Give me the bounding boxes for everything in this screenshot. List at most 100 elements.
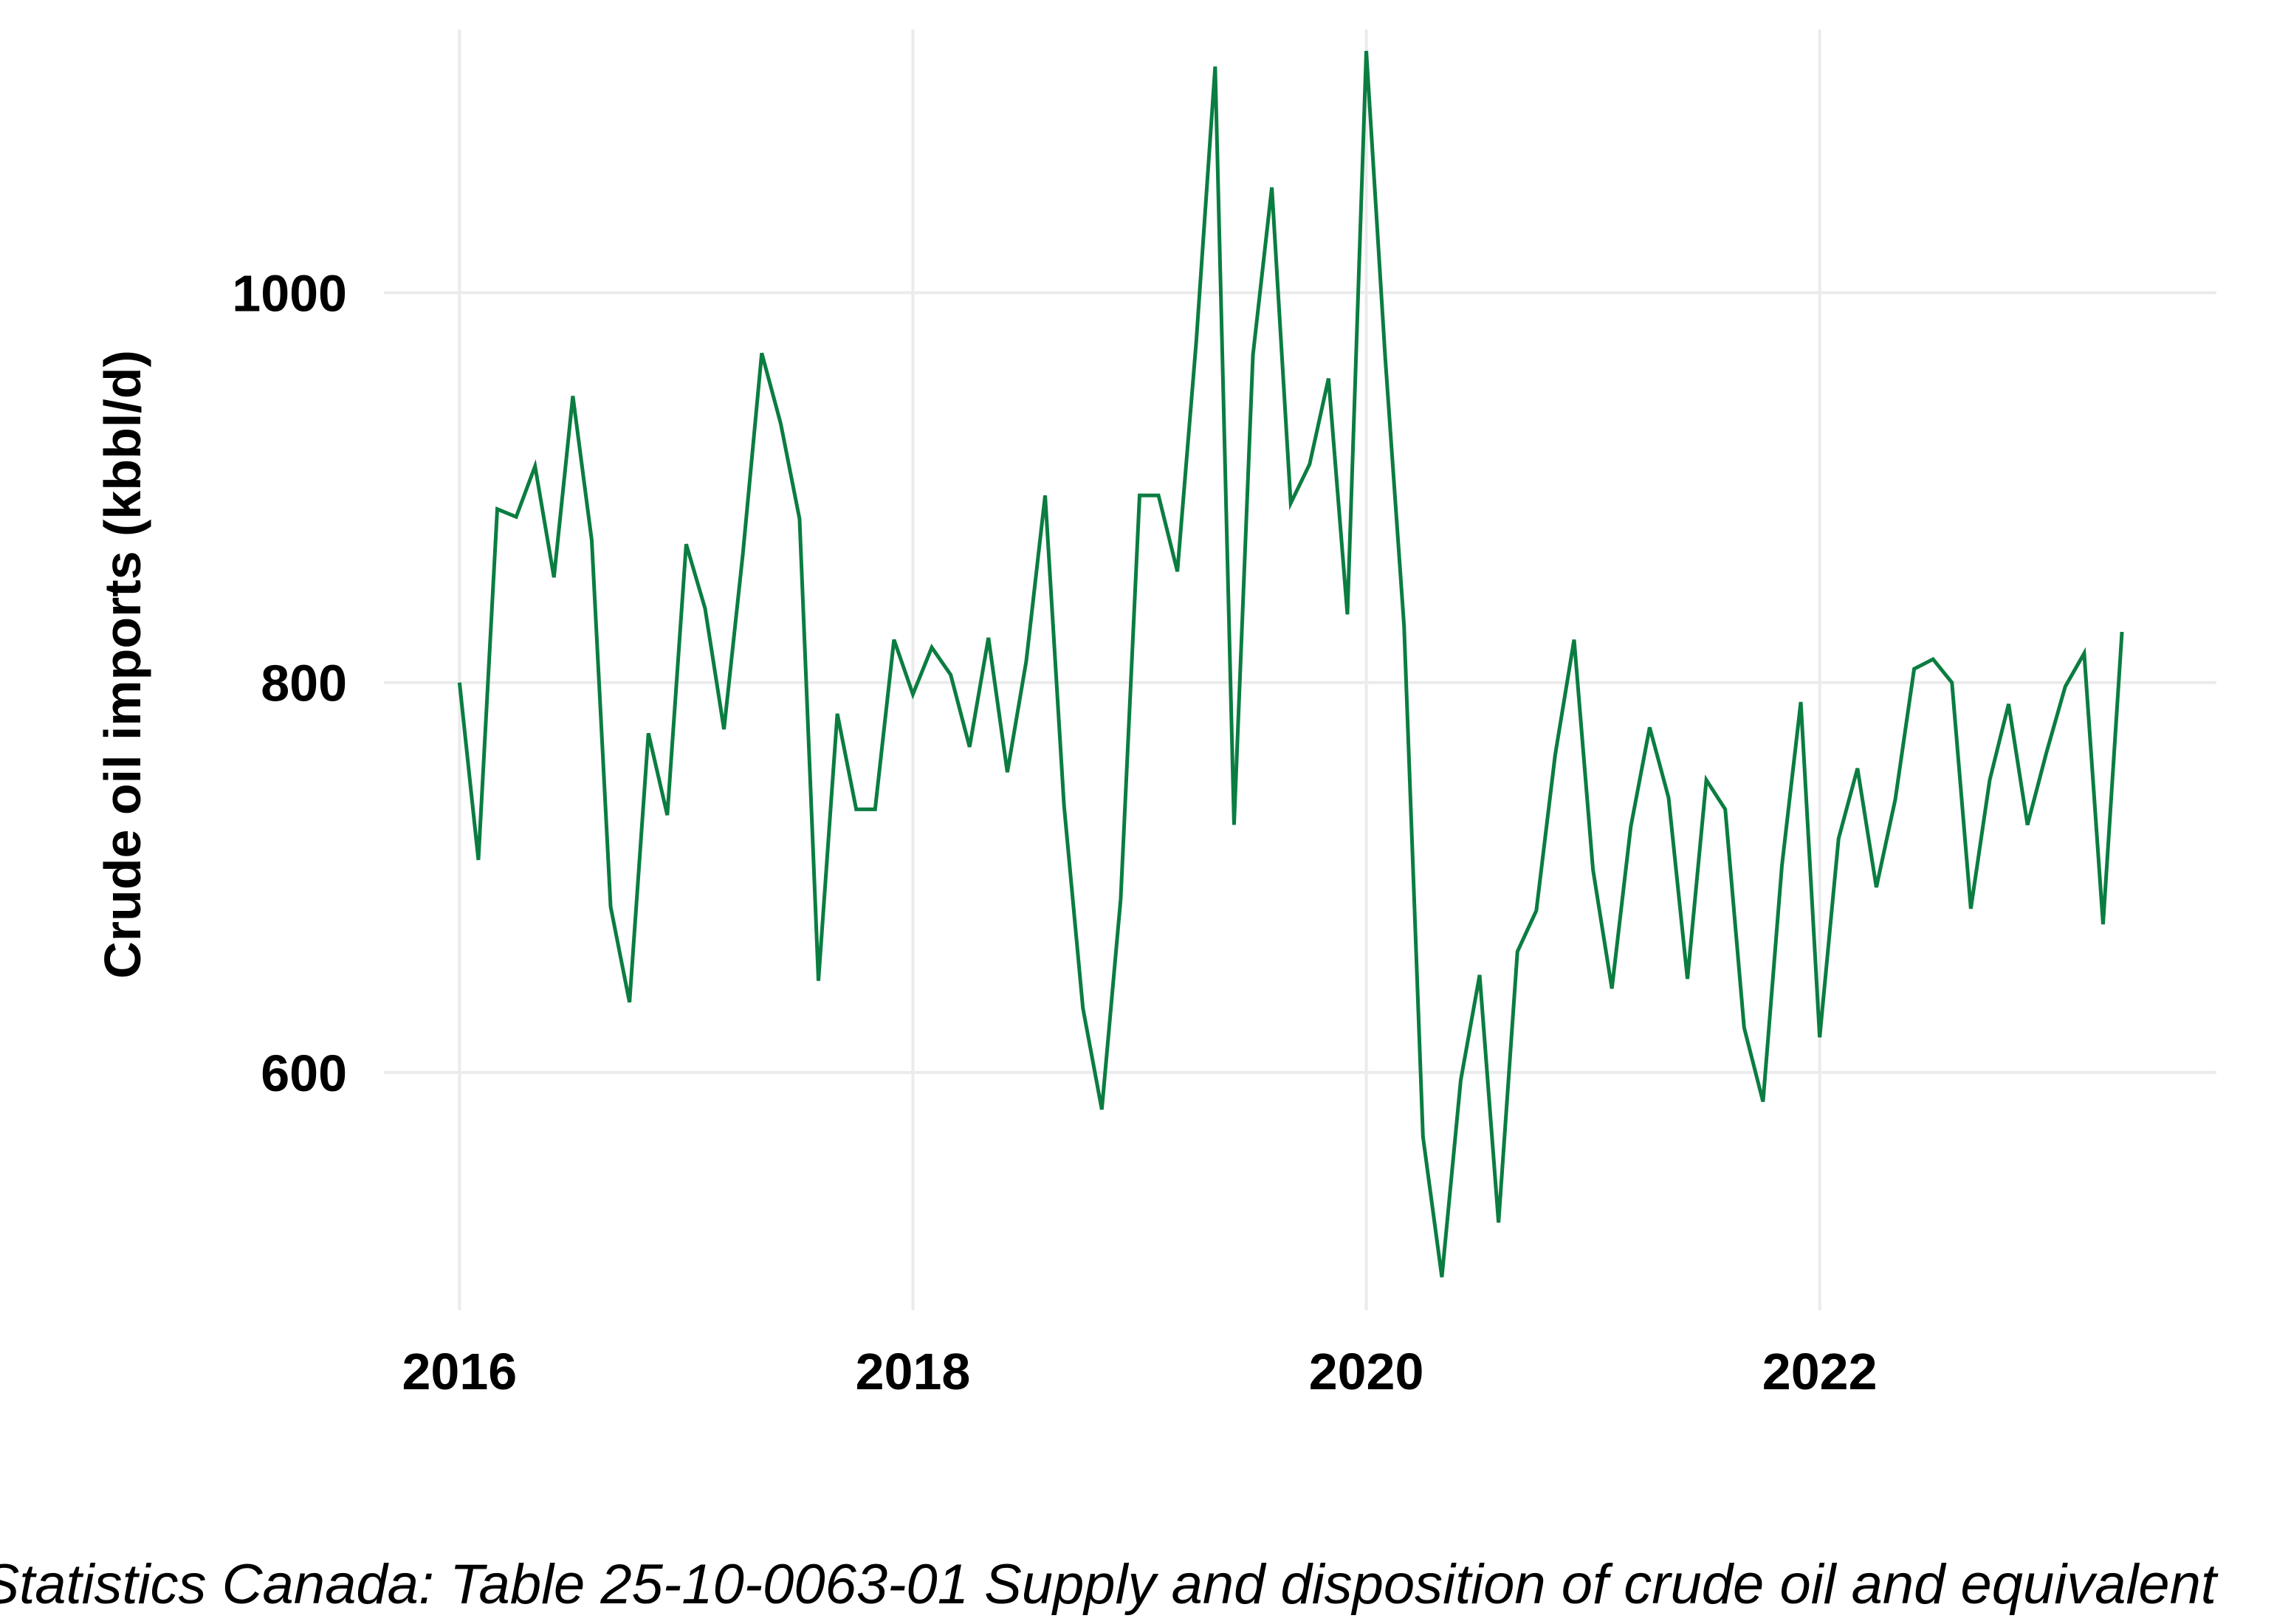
data-point-2017-11 (873, 807, 877, 811)
data-point-2022-03 (1855, 766, 1860, 771)
x-tick-label-2018: 2018 (856, 1343, 971, 1400)
data-point-2019-12 (1345, 612, 1350, 616)
data-point-2020-06 (1458, 1078, 1463, 1082)
data-point-2021-02 (1610, 986, 1614, 991)
data-point-2019-03 (1175, 569, 1180, 574)
data-point-2019-09 (1288, 501, 1293, 506)
data-point-2016-11 (646, 731, 650, 735)
data-point-2020-02 (1383, 355, 1387, 359)
data-point-2017-08 (817, 979, 821, 983)
data-point-2019-06 (1232, 822, 1236, 827)
data-point-2023-03 (2082, 651, 2086, 656)
x-tick-label-2016: 2016 (402, 1343, 517, 1400)
data-point-2017-02 (703, 606, 707, 610)
data-point-2018-06 (1005, 770, 1009, 774)
data-point-2018-09 (1062, 803, 1066, 808)
x-tick-labels: 2016 2018 2020 2022 (402, 1343, 1877, 1400)
data-point-2019-11 (1326, 376, 1330, 381)
data-point-2022-09 (1968, 906, 1973, 911)
data-point-2016-10 (628, 1000, 632, 1005)
data-point-2021-06 (1686, 977, 1690, 981)
data-point-2018-02 (930, 645, 934, 650)
data-point-2022-08 (1950, 681, 1954, 685)
y-tick-label-1000: 1000 (232, 265, 347, 323)
y-tick-label-600: 600 (261, 1045, 347, 1102)
data-point-2020-10 (1534, 909, 1539, 913)
series-line (457, 50, 2124, 1278)
data-point-2016-12 (665, 813, 670, 817)
data-point-2017-01 (684, 542, 688, 546)
data-point-2020-07 (1477, 973, 1482, 977)
data-point-2018-07 (1024, 659, 1028, 664)
data-point-2018-11 (1099, 1107, 1104, 1112)
data-point-2016-09 (608, 904, 613, 909)
data-point-2021-12 (1799, 700, 1803, 704)
data-point-2022-12 (2025, 822, 2030, 827)
data-point-2022-11 (2007, 702, 2011, 706)
data-point-2018-12 (1119, 897, 1123, 901)
data-point-2017-09 (835, 712, 839, 716)
data-point-2018-04 (967, 745, 972, 749)
data-point-2020-01 (1364, 49, 1369, 53)
data-point-2022-01 (1818, 1035, 1822, 1039)
x-tick-label-2022: 2022 (1762, 1343, 1878, 1400)
data-point-2021-10 (1761, 1099, 1765, 1104)
data-point-2017-03 (722, 727, 726, 732)
data-point-2023-02 (2063, 684, 2067, 689)
series-layer (457, 49, 2124, 1279)
data-point-2022-05 (1893, 797, 1897, 802)
x-tick-label-2020: 2020 (1309, 1343, 1424, 1400)
data-point-2019-07 (1251, 353, 1255, 357)
data-point-2020-12 (1572, 638, 1576, 642)
data-point-2016-08 (589, 538, 594, 543)
data-point-2021-09 (1742, 1025, 1746, 1030)
data-point-2023-04 (2100, 922, 2105, 926)
data-point-2018-10 (1081, 1006, 1085, 1011)
data-point-2021-05 (1666, 795, 1671, 799)
data-point-2016-06 (552, 575, 556, 579)
data-point-2017-12 (892, 638, 896, 642)
data-point-2017-05 (760, 351, 764, 355)
data-point-2020-04 (1421, 1135, 1425, 1139)
data-point-2020-09 (1515, 949, 1519, 954)
data-point-2016-01 (457, 681, 461, 685)
data-point-2021-01 (1591, 867, 1595, 872)
data-point-2020-08 (1497, 1220, 1501, 1225)
data-point-2021-04 (1647, 725, 1652, 729)
data-point-2017-04 (741, 551, 745, 556)
data-point-2019-01 (1138, 493, 1142, 498)
y-tick-labels: 600 800 1000 (232, 265, 347, 1102)
data-point-2019-08 (1270, 185, 1274, 190)
data-point-2022-06 (1912, 667, 1917, 671)
data-point-2022-02 (1836, 836, 1841, 841)
data-point-2022-10 (1988, 778, 1992, 782)
data-point-2018-03 (949, 672, 953, 677)
data-point-2016-07 (571, 393, 575, 398)
data-point-2018-08 (1043, 493, 1048, 498)
data-point-2017-10 (854, 807, 859, 811)
data-point-2019-04 (1194, 340, 1198, 344)
data-point-2021-08 (1723, 807, 1728, 811)
data-point-2016-05 (533, 464, 537, 469)
y-axis-title: Crude oil imports (kbbl/d) (94, 350, 151, 979)
data-point-2018-01 (910, 692, 915, 697)
source-caption: Statistics Canada: Table 25-10-0063-01 S… (0, 1553, 2219, 1616)
data-point-2016-04 (514, 515, 518, 519)
data-point-2020-03 (1402, 624, 1406, 628)
data-point-2021-07 (1704, 778, 1708, 782)
data-point-2019-10 (1308, 462, 1312, 467)
data-point-2023-01 (2044, 751, 2049, 755)
data-point-2022-04 (1874, 885, 1878, 890)
data-point-2023-05 (2120, 630, 2124, 634)
data-point-2021-03 (1629, 825, 1633, 829)
data-point-2020-11 (1553, 752, 1557, 757)
data-point-2016-02 (476, 858, 481, 862)
data-point-2016-03 (495, 507, 500, 512)
data-point-2019-02 (1156, 493, 1161, 498)
data-point-2021-11 (1779, 864, 1784, 868)
y-tick-label-800: 800 (261, 655, 347, 712)
data-point-2018-05 (986, 636, 991, 640)
data-point-2020-05 (1440, 1275, 1444, 1279)
